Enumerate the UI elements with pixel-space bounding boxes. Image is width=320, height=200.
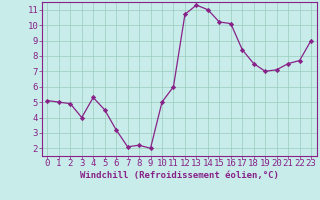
X-axis label: Windchill (Refroidissement éolien,°C): Windchill (Refroidissement éolien,°C): [80, 171, 279, 180]
